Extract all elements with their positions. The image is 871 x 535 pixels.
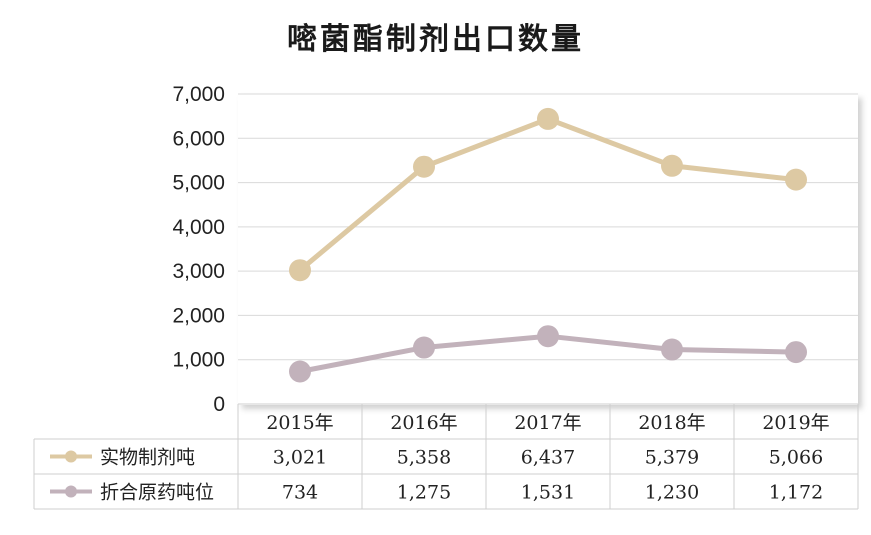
data-cell-label: 1,230 <box>645 482 699 504</box>
y-tick-label: 6,000 <box>172 127 225 150</box>
data-point <box>785 168 807 191</box>
legend-marker <box>65 450 77 463</box>
data-cell-label: 1,275 <box>397 482 451 504</box>
plot-area-frame <box>238 94 858 405</box>
x-category-label: 2015年 <box>266 412 333 434</box>
data-point <box>413 336 435 359</box>
y-tick-label: 0 <box>213 393 225 416</box>
data-cell-label: 734 <box>282 482 318 504</box>
data-point <box>661 338 683 361</box>
legend-label: 实物制剂吨 <box>100 447 195 469</box>
data-point <box>289 360 311 383</box>
chart-title: 嘧菌酯制剂出口数量 <box>287 22 584 57</box>
legend-label: 折合原药吨位 <box>100 482 214 504</box>
x-category-label: 2016年 <box>390 412 457 434</box>
data-cell-label: 1,531 <box>521 482 575 504</box>
data-point <box>661 154 683 177</box>
data-point <box>413 155 435 178</box>
y-tick-label: 1,000 <box>172 349 225 372</box>
data-cell-label: 3,021 <box>273 447 327 469</box>
y-tick-label: 7,000 <box>172 83 225 106</box>
data-cell-label: 5,066 <box>769 447 823 469</box>
data-cell-label: 6,437 <box>521 447 575 469</box>
x-category-label: 2017年 <box>514 412 581 434</box>
data-point <box>537 107 559 130</box>
data-cell-label: 5,358 <box>397 447 451 469</box>
data-point <box>785 341 807 364</box>
x-category-label: 2018年 <box>638 412 705 434</box>
legend-marker <box>65 485 77 498</box>
y-tick-label: 5,000 <box>172 172 225 195</box>
data-cell-label: 1,172 <box>769 482 823 504</box>
y-tick-label: 4,000 <box>172 216 225 239</box>
y-tick-label: 3,000 <box>172 260 225 283</box>
x-category-label: 2019年 <box>762 412 829 434</box>
data-point <box>537 325 559 348</box>
y-tick-label: 2,000 <box>172 304 225 327</box>
data-point <box>289 259 311 282</box>
data-cell-label: 5,379 <box>645 447 699 469</box>
